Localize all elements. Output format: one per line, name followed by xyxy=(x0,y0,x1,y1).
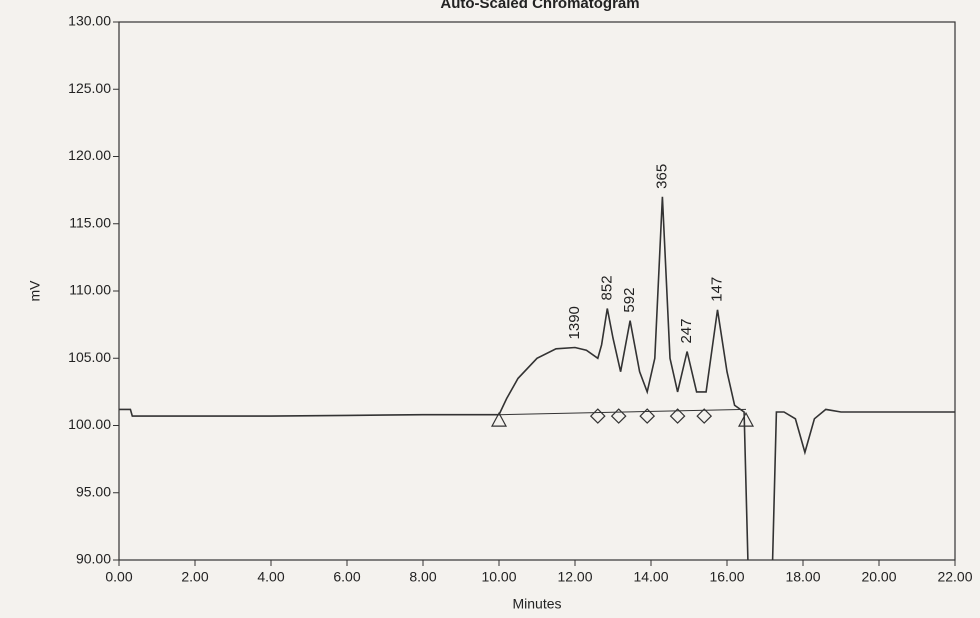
page: {"chart_data": { "type": "line", "title"… xyxy=(0,0,980,618)
peak-label: 852 xyxy=(598,275,615,300)
x-tick-label: 6.00 xyxy=(333,569,360,585)
x-tick-label: 0.00 xyxy=(105,569,132,585)
peak-label: 1390 xyxy=(566,306,583,339)
x-tick-label: 22.00 xyxy=(937,569,972,585)
y-tick-label: 115.00 xyxy=(69,214,111,230)
y-tick-label: 125.00 xyxy=(68,80,111,96)
separation-marker xyxy=(591,409,605,423)
x-tick-label: 16.00 xyxy=(709,569,744,585)
x-axis-label: Minutes xyxy=(512,596,561,612)
peak-label: 592 xyxy=(621,288,638,313)
y-tick-label: 95.00 xyxy=(76,483,111,499)
x-tick-label: 20.00 xyxy=(861,569,896,585)
peak-label: 147 xyxy=(708,277,725,302)
trace xyxy=(119,197,955,618)
start-end-marker xyxy=(739,413,753,426)
peak-label: 247 xyxy=(678,318,695,343)
chart: Auto-Scaled Chromatogram Minutes mV 90.0… xyxy=(0,0,980,618)
plot-area xyxy=(119,197,955,618)
separation-marker xyxy=(612,409,626,423)
x-tick-label: 12.00 xyxy=(557,569,592,585)
y-tick-label: 120.00 xyxy=(68,147,111,163)
y-tick-label: 130.00 xyxy=(68,13,111,29)
y-tick-label: 110.00 xyxy=(69,282,111,298)
chart-title: Auto-Scaled Chromatogram xyxy=(440,0,639,12)
x-tick-label: 18.00 xyxy=(785,569,820,585)
separation-marker xyxy=(697,409,711,423)
x-tick-label: 2.00 xyxy=(181,569,208,585)
x-tick-label: 14.00 xyxy=(633,569,668,585)
y-tick-label: 90.00 xyxy=(76,551,111,567)
y-axis-label: mV xyxy=(27,280,43,302)
peak-label: 365 xyxy=(653,164,670,189)
y-tick-label: 105.00 xyxy=(68,349,111,365)
x-tick-label: 10.00 xyxy=(481,569,516,585)
plot-frame xyxy=(119,22,955,560)
x-tick-label: 4.00 xyxy=(257,569,284,585)
x-tick-label: 8.00 xyxy=(409,569,436,585)
y-tick-label: 100.00 xyxy=(68,416,111,432)
